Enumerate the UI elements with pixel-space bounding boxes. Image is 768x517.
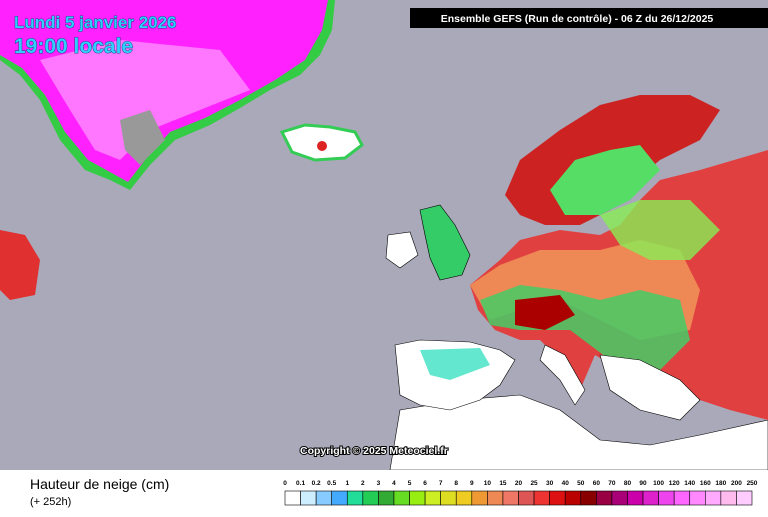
alps [515, 295, 575, 330]
scale-label: 4 [392, 480, 396, 487]
run-info: Ensemble GEFS (Run de contrôle) - 06 Z d… [441, 13, 714, 25]
color-scale: 0 0.1 0.2 0.5 1 2 3 4 5 6 7 8 9 10 15 20 25 30 40 50 60 70 80 9… [283, 480, 758, 506]
scale-label: 80 [624, 480, 632, 487]
scale-box [689, 490, 706, 506]
legend-title: Hauteur de neige (cm) [30, 476, 169, 492]
lead-time: (+ 252h) [30, 496, 71, 508]
scale-label: 8 [454, 480, 458, 487]
time-title: 19:00 locale [14, 35, 133, 58]
baltic-green [600, 200, 720, 260]
scale-box [549, 490, 566, 506]
scale-label: 180 [715, 480, 726, 487]
scale-label: 0.2 [312, 480, 321, 487]
scale-label: 15 [499, 480, 507, 487]
scale-box [533, 490, 550, 506]
scale-label: 3 [377, 480, 381, 487]
scale-label: 120 [669, 480, 680, 487]
scale-label: 5 [408, 480, 412, 487]
italy [539, 344, 586, 406]
scale-label: 0 [283, 480, 287, 487]
scale-label: 9 [470, 480, 474, 487]
scale-label: 10 [484, 480, 492, 487]
scale-label: 90 [639, 480, 647, 487]
scale-box [455, 490, 473, 506]
scale-box [471, 490, 488, 506]
copyright: Copyright © 2025 Meteociel.fr [300, 445, 448, 457]
scale-label: 7 [439, 480, 443, 487]
date-title: Lundi 5 janvier 2026 [14, 13, 177, 32]
scale-box [346, 490, 364, 506]
greenland-inner [40, 40, 250, 160]
scale-label: 100 [653, 480, 664, 487]
scale-label: 6 [423, 480, 427, 487]
scale-label: 70 [608, 480, 616, 487]
greenland-rock [120, 110, 165, 165]
scale-box [611, 490, 628, 506]
scale-box [378, 490, 395, 506]
scale-box [331, 490, 348, 506]
scale-label: 160 [700, 480, 711, 487]
scale-label: 60 [593, 480, 601, 487]
scale-box [315, 490, 332, 506]
scale-box [642, 490, 659, 506]
scale-box [300, 490, 317, 506]
scale-label: 40 [562, 480, 570, 487]
ireland [385, 231, 419, 269]
west-land [0, 230, 40, 300]
scale-label: 30 [546, 480, 554, 487]
scale-box [487, 490, 504, 506]
scale-box [393, 490, 410, 506]
scale-box [409, 490, 426, 506]
scale-box [596, 490, 613, 506]
scale-label: 2 [361, 480, 365, 487]
balkans [599, 354, 701, 421]
scale-box [362, 490, 379, 506]
scale-box [440, 490, 457, 506]
scale-label: 1 [345, 480, 349, 487]
scale-label: 50 [577, 480, 585, 487]
scale-box [564, 490, 582, 506]
scale-box [518, 490, 535, 506]
scale-label: 140 [684, 480, 695, 487]
scale-label: 25 [530, 480, 538, 487]
scale-box [736, 490, 753, 506]
scale-box [424, 490, 441, 506]
scale-box [673, 490, 691, 506]
britain [419, 204, 471, 281]
scale-box [658, 490, 675, 506]
run-banner [410, 8, 768, 28]
map [0, 0, 768, 471]
scale-label: 200 [731, 480, 742, 487]
scale-label: 250 [747, 480, 758, 487]
scale-label: 20 [515, 480, 523, 487]
iberia-snow [420, 348, 490, 380]
scale-box [627, 490, 644, 506]
scale-box [720, 490, 737, 506]
scale-box [284, 490, 301, 506]
iceland-peak [317, 141, 327, 151]
scandinavia-green [550, 145, 660, 215]
scale-box [704, 490, 722, 506]
scale-box [502, 490, 519, 506]
scale-label: 0.5 [327, 480, 336, 487]
scale-label: 0.1 [296, 480, 305, 487]
scale-box [580, 490, 597, 506]
